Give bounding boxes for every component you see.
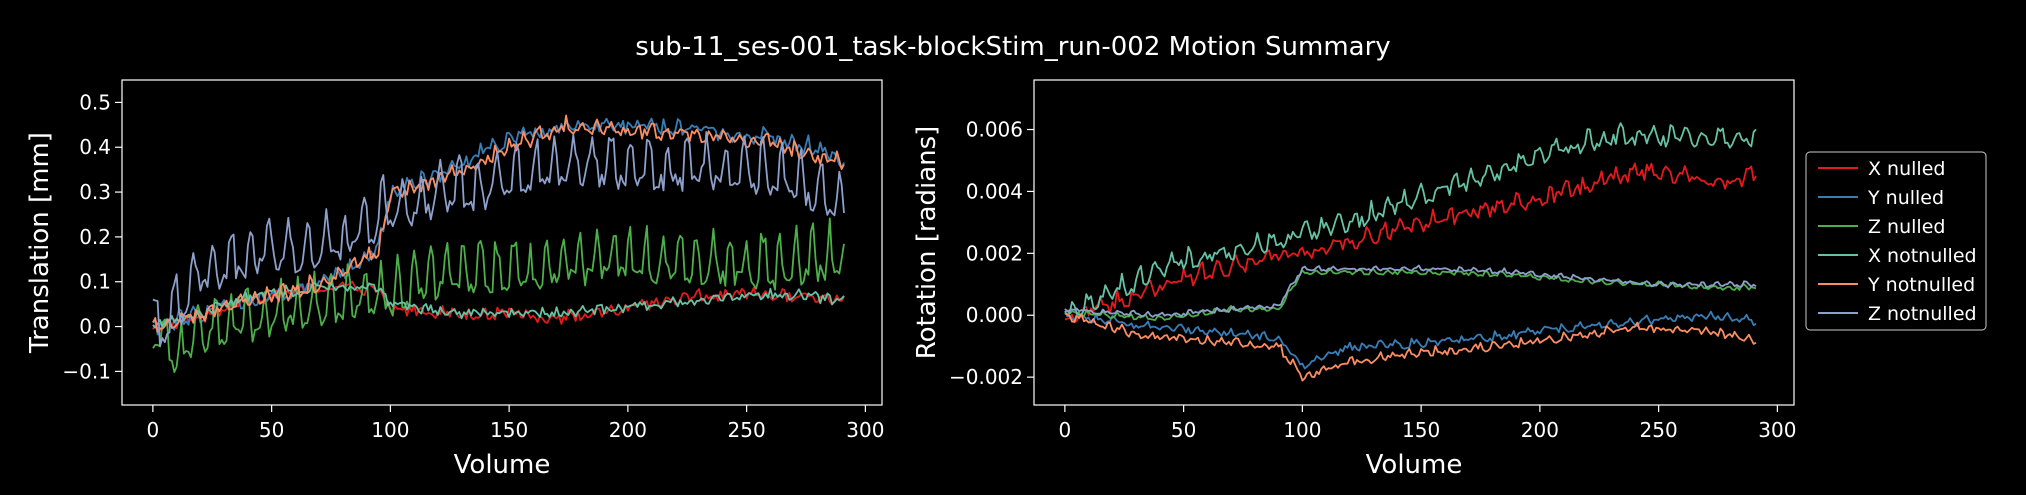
x-axis-label: Volume [454,450,551,480]
x-axis-label: Volume [1366,450,1463,480]
rotation-axes: 0 50 100 150 200 250 300 −0.002 0.000 0.002 0.004 0… [912,79,1796,480]
legend-label-z-nulled: Z nulled [1868,216,1945,238]
series-line-z-notnulled [1064,264,1757,318]
legend: X nulled Y nulled Z nulled X notnulled Y not… [1805,151,1987,331]
x-tick-label: 200 [609,418,647,442]
series-group [1064,122,1757,382]
series-line-y-nulled [1064,310,1757,370]
legend-label-y-nulled: Y nulled [1867,187,1944,209]
series-line-x-nulled [1064,162,1757,324]
figure-title: sub-11_ses-001_task-blockStim_run-002 Mo… [635,32,1390,62]
x-tick-label: 250 [1640,418,1678,442]
y-tick-label: 0.0 [79,315,111,339]
series-line-x-notnulled [1064,122,1757,316]
series-group [152,114,845,373]
legend-label-x-notnulled: X notnulled [1868,245,1977,267]
y-tick-label: 0.1 [79,270,111,294]
x-tick-label: 250 [728,418,766,442]
x-tick-label: 100 [1283,418,1321,442]
x-tick-label: 150 [1402,418,1440,442]
x-tick-label: 0 [147,418,160,442]
axes-frame [1033,79,1795,406]
legend-label-z-notnulled: Z notnulled [1868,303,1977,325]
y-tick-label: −0.002 [949,365,1023,389]
y-tick-label: 0.2 [79,225,111,249]
x-tick-label: 150 [490,418,528,442]
series-line-y-notnulled [152,114,845,333]
y-tick-label: 0.004 [966,179,1023,203]
series-line-z-notnulled [152,131,845,347]
y-tick-label: 0.4 [79,135,111,159]
y-tick-label: 0.5 [79,90,111,114]
legend-label-y-notnulled: Y notnulled [1867,274,1975,296]
y-tick-label: −0.1 [62,359,111,383]
y-tick-label: 0.002 [966,241,1023,265]
translation-axes: 0 50 100 150 200 250 300 −0.1 0.0 0.1 0.2 0.3 0.4 0.5… [25,79,884,480]
y-axis-label: Rotation [radians] [912,126,942,360]
x-tick-label: 300 [846,418,884,442]
x-tick-label: 100 [371,418,409,442]
x-tick-label: 200 [1521,418,1559,442]
x-tick-label: 50 [1171,418,1196,442]
y-tick-label: 0.3 [79,180,111,204]
series-line-y-nulled [152,117,845,336]
y-axis-label: Translation [mm] [25,132,55,354]
legend-label-x-nulled: X nulled [1868,158,1945,180]
series-line-z-nulled [152,217,845,373]
x-tick-label: 50 [259,418,284,442]
x-tick-label: 300 [1758,418,1796,442]
series-line-y-notnulled [1064,312,1757,382]
y-tick-label: 0.006 [966,118,1023,142]
y-tick-label: 0.000 [966,303,1023,327]
axes-frame [121,79,883,406]
x-tick-label: 0 [1059,418,1072,442]
